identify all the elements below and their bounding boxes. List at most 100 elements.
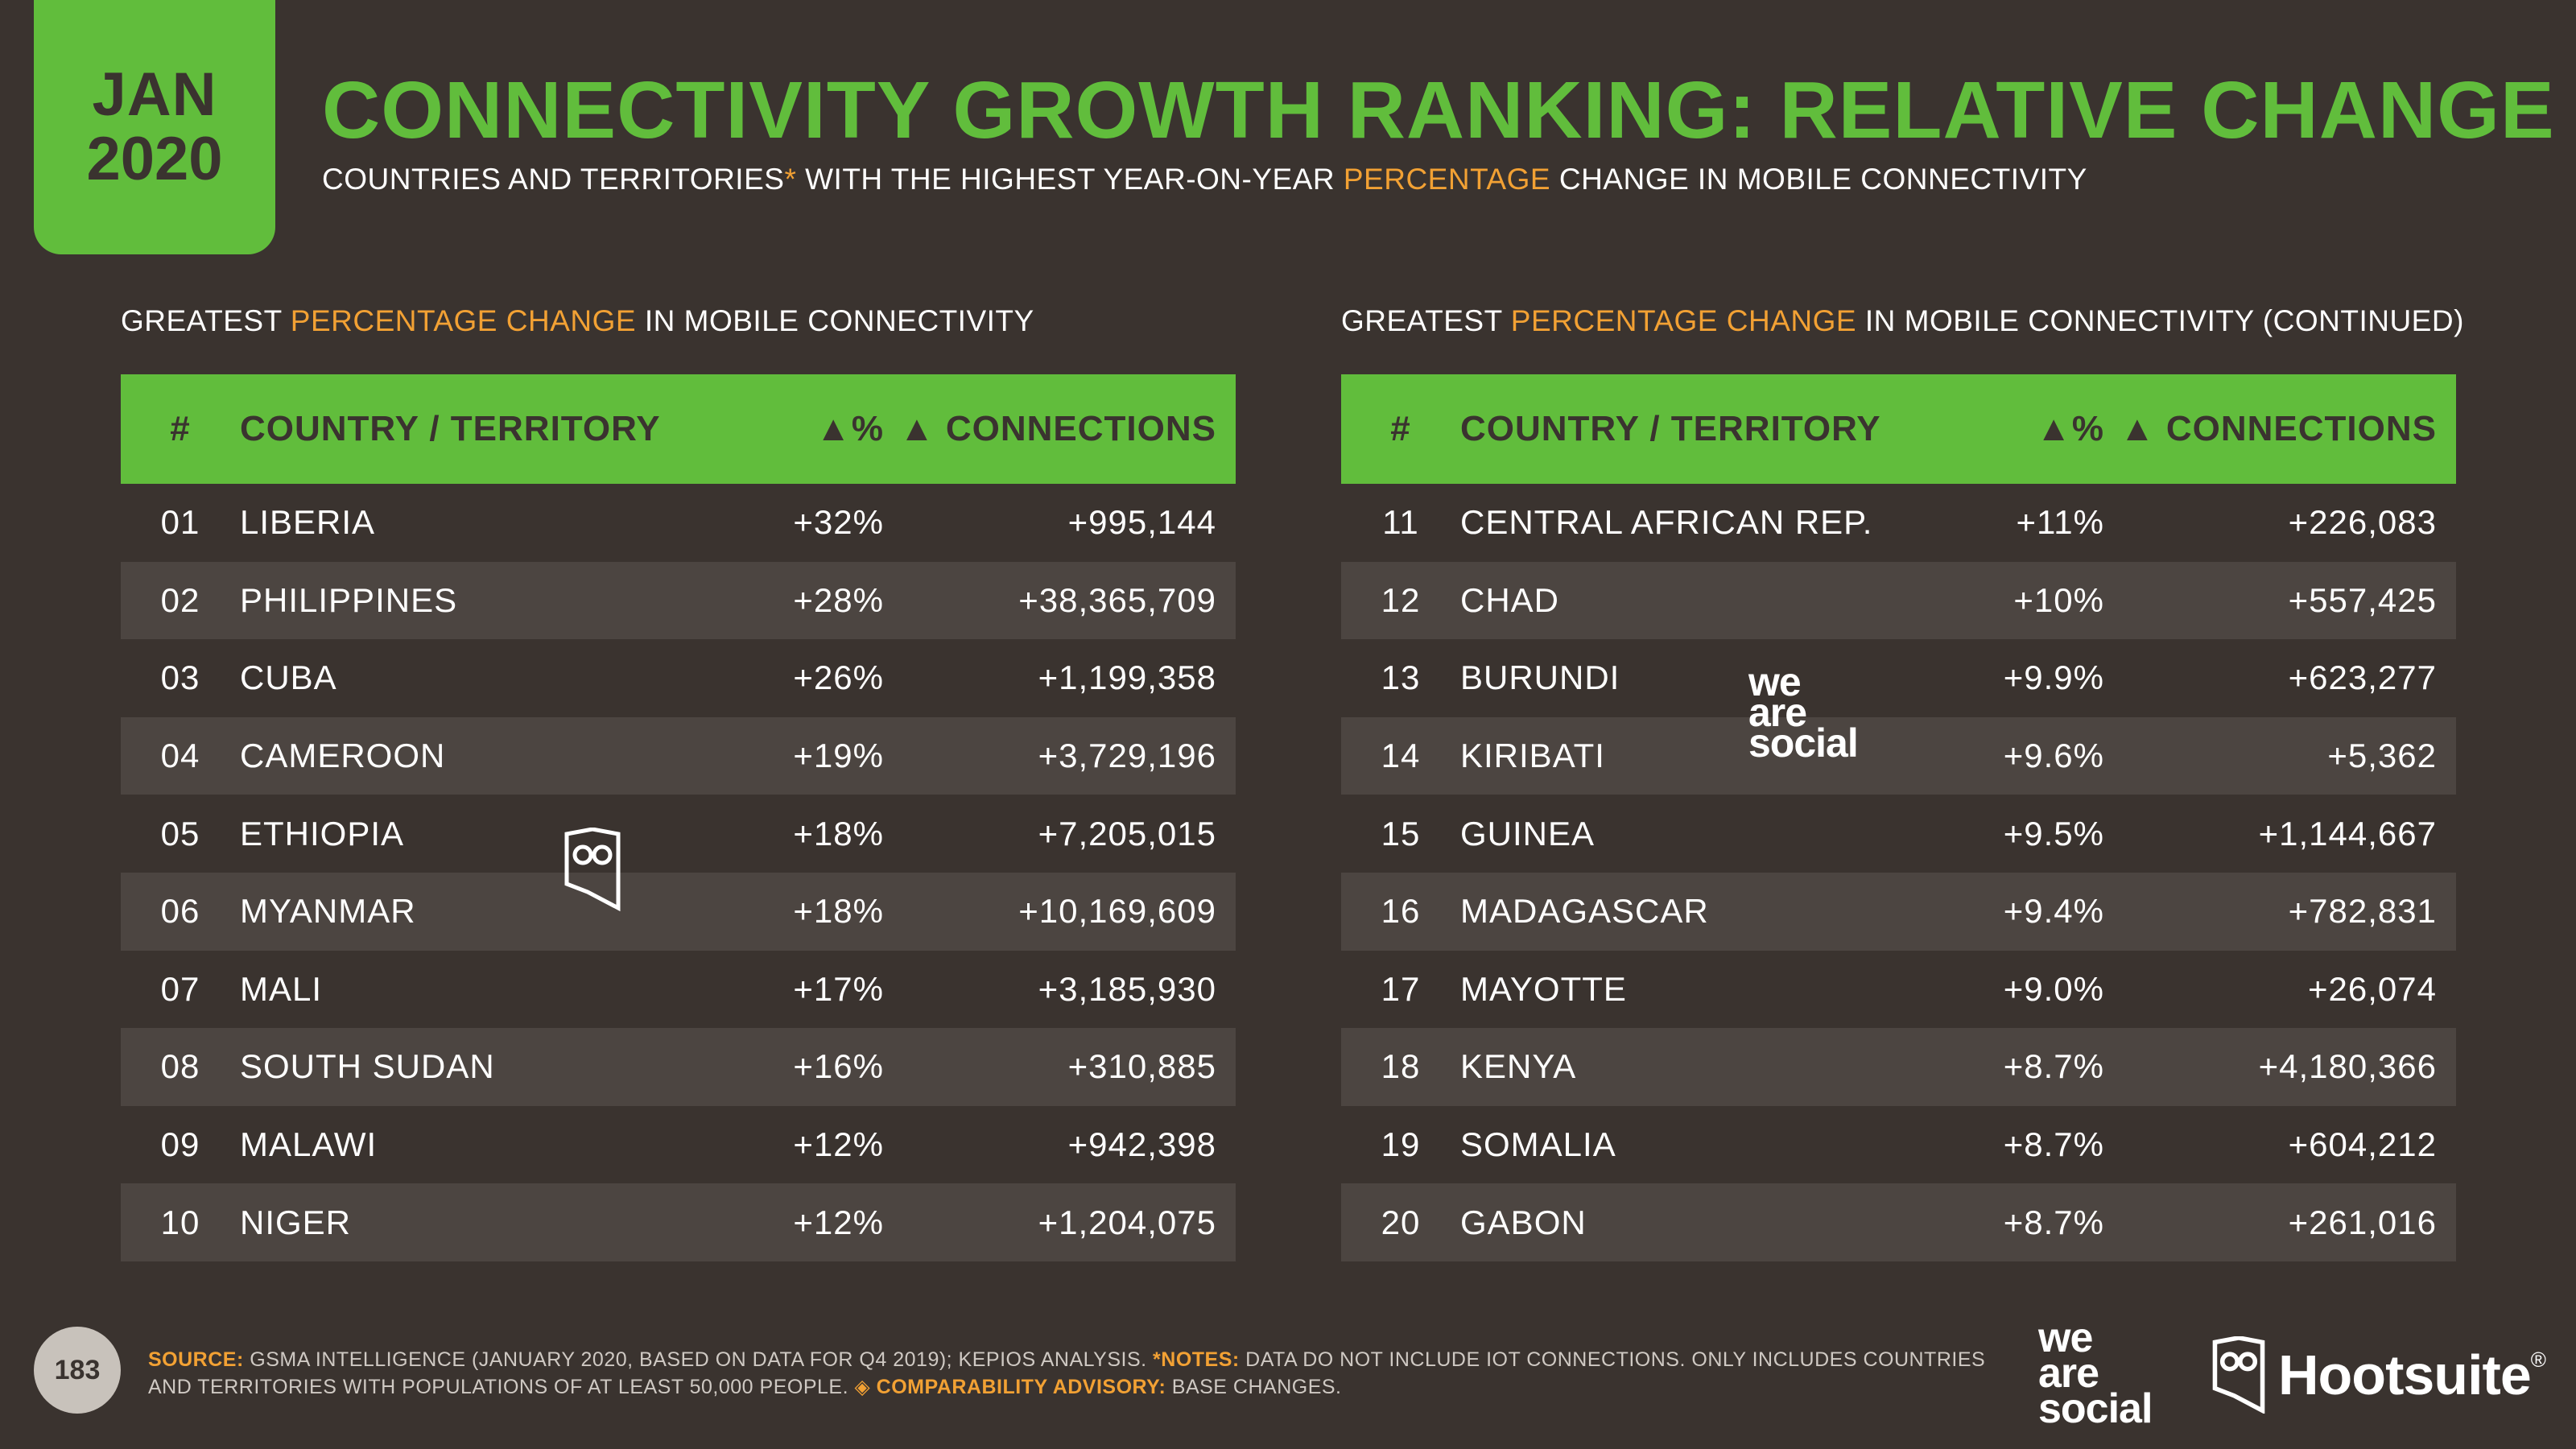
row-pct: +9.0% bbox=[2003, 969, 2104, 1008]
page-subtitle: COUNTRIES AND TERRITORIES* WITH THE HIGH… bbox=[322, 163, 2087, 196]
owl-watermark-icon bbox=[564, 827, 621, 915]
row-pct: +9.5% bbox=[2003, 814, 2104, 852]
row-num: 07 bbox=[160, 969, 200, 1008]
row-num: 19 bbox=[1381, 1125, 1421, 1164]
row-pct: +12% bbox=[793, 1203, 884, 1241]
row-pct: +9.9% bbox=[2003, 658, 2104, 697]
table-header: # COUNTRY / TERRITORY ▲% ▲ CONNECTIONS bbox=[121, 374, 1236, 484]
source-label: SOURCE: bbox=[148, 1348, 244, 1371]
row-pct: +18% bbox=[793, 814, 884, 852]
row-num: 02 bbox=[160, 580, 200, 619]
subtitle-part2: WITH THE HIGHEST YEAR-ON-YEAR bbox=[796, 163, 1344, 196]
left-label-part1: GREATEST bbox=[121, 304, 291, 337]
table-row: 06 MYANMAR +18% +10,169,609 bbox=[121, 872, 1236, 951]
row-pct: +9.4% bbox=[2003, 892, 2104, 931]
row-connections: +3,729,196 bbox=[1038, 737, 1216, 775]
table-row: 14 KIRIBATI +9.6% +5,362 bbox=[1341, 716, 2456, 795]
col-header-pct: ▲% bbox=[815, 409, 884, 448]
left-label-highlight: PERCENTAGE CHANGE bbox=[290, 304, 637, 337]
row-connections: +7,205,015 bbox=[1038, 814, 1216, 852]
table-row: 04 CAMEROON +19% +3,729,196 bbox=[121, 716, 1236, 795]
row-country: CAMEROON bbox=[240, 737, 446, 775]
row-country: MADAGASCAR bbox=[1460, 892, 1709, 931]
row-num: 03 bbox=[160, 658, 200, 697]
row-pct: +8.7% bbox=[2003, 1047, 2104, 1086]
row-country: CENTRAL AFRICAN REP. bbox=[1460, 503, 1873, 542]
row-pct: +8.7% bbox=[2003, 1203, 2104, 1241]
row-num: 16 bbox=[1381, 892, 1421, 931]
row-connections: +995,144 bbox=[1067, 503, 1216, 542]
row-connections: +4,180,366 bbox=[2258, 1047, 2437, 1086]
row-country: SOMALIA bbox=[1460, 1125, 1616, 1164]
footer-notes: SOURCE: GSMA INTELLIGENCE (JANUARY 2020,… bbox=[148, 1346, 2000, 1401]
col-header-num: # bbox=[170, 409, 191, 448]
advisory-text: BASE CHANGES. bbox=[1166, 1376, 1342, 1398]
row-connections: +26,074 bbox=[2308, 969, 2437, 1008]
table-row: 13 BURUNDI +9.9% +623,277 bbox=[1341, 639, 2456, 717]
logo-was-line3: social bbox=[2038, 1385, 2153, 1432]
row-connections: +1,199,358 bbox=[1038, 658, 1216, 697]
table-row: 20 GABON +8.7% +261,016 bbox=[1341, 1183, 2456, 1261]
row-connections: +604,212 bbox=[2288, 1125, 2437, 1164]
row-connections: +1,204,075 bbox=[1038, 1203, 1216, 1241]
row-pct: +26% bbox=[793, 658, 884, 697]
table-row: 18 KENYA +8.7% +4,180,366 bbox=[1341, 1028, 2456, 1106]
row-num: 18 bbox=[1381, 1047, 1421, 1086]
date-year: 2020 bbox=[86, 125, 223, 193]
subtitle-part3: CHANGE IN MOBILE CONNECTIVITY bbox=[1550, 163, 2087, 196]
row-connections: +5,362 bbox=[2327, 737, 2437, 775]
subtitle-asterisk: * bbox=[784, 163, 797, 196]
row-connections: +782,831 bbox=[2288, 892, 2437, 931]
row-country: CHAD bbox=[1460, 580, 1560, 619]
row-country: MALI bbox=[240, 969, 323, 1008]
row-num: 11 bbox=[1382, 503, 1419, 542]
watermark-was-line1: we bbox=[1748, 659, 1802, 704]
right-label-part2: IN MOBILE CONNECTIVITY (CONTINUED) bbox=[1856, 304, 2464, 337]
row-connections: +3,185,930 bbox=[1038, 969, 1216, 1008]
col-header-conn: ▲ CONNECTIONS bbox=[2120, 409, 2437, 448]
advisory-label: ◈ COMPARABILITY ADVISORY: bbox=[854, 1376, 1166, 1398]
row-country: MAYOTTE bbox=[1460, 969, 1627, 1008]
logo-was-line1: we bbox=[2038, 1315, 2093, 1361]
row-country: MALAWI bbox=[240, 1125, 378, 1164]
date-badge: JAN 2020 bbox=[34, 0, 275, 254]
row-country: GABON bbox=[1460, 1203, 1587, 1241]
row-num: 08 bbox=[160, 1047, 200, 1086]
row-country: SOUTH SUDAN bbox=[240, 1047, 495, 1086]
subtitle-part1: COUNTRIES AND TERRITORIES bbox=[322, 163, 785, 196]
table-row: 11 CENTRAL AFRICAN REP. +11% +226,083 bbox=[1341, 484, 2456, 562]
row-pct: +28% bbox=[793, 580, 884, 619]
row-pct: +16% bbox=[793, 1047, 884, 1086]
row-num: 09 bbox=[160, 1125, 200, 1164]
hootsuite-registered-mark: ® bbox=[2530, 1348, 2546, 1372]
row-country: KENYA bbox=[1460, 1047, 1577, 1086]
table-row: 03 CUBA +26% +1,199,358 bbox=[121, 639, 1236, 717]
row-country: KIRIBATI bbox=[1460, 737, 1605, 775]
we-are-social-watermark: we are social bbox=[1748, 659, 1859, 766]
watermark-was-line3: social bbox=[1748, 720, 1859, 766]
row-num: 14 bbox=[1381, 737, 1421, 775]
col-header-name: COUNTRY / TERRITORY bbox=[240, 409, 661, 448]
table-row: 10 NIGER +12% +1,204,075 bbox=[121, 1183, 1236, 1261]
table-header: # COUNTRY / TERRITORY ▲% ▲ CONNECTIONS bbox=[1341, 374, 2456, 484]
row-connections: +310,885 bbox=[1067, 1047, 1216, 1086]
row-connections: +623,277 bbox=[2288, 658, 2437, 697]
watermark-was-line2: are bbox=[1748, 690, 1807, 735]
right-ranking-table: # COUNTRY / TERRITORY ▲% ▲ CONNECTIONS 1… bbox=[1341, 374, 2456, 1261]
row-num: 06 bbox=[160, 892, 200, 931]
table-row: 02 PHILIPPINES +28% +38,365,709 bbox=[121, 561, 1236, 640]
col-header-conn: ▲ CONNECTIONS bbox=[899, 409, 1216, 448]
row-country: LIBERIA bbox=[240, 503, 376, 542]
table-row: 01 LIBERIA +32% +995,144 bbox=[121, 484, 1236, 562]
row-country: GUINEA bbox=[1460, 814, 1596, 852]
row-pct: +19% bbox=[793, 737, 884, 775]
row-pct: +18% bbox=[793, 892, 884, 931]
table-row: 19 SOMALIA +8.7% +604,212 bbox=[1341, 1106, 2456, 1184]
left-ranking-table: # COUNTRY / TERRITORY ▲% ▲ CONNECTIONS 0… bbox=[121, 374, 1236, 1261]
table-row: 16 MADAGASCAR +9.4% +782,831 bbox=[1341, 872, 2456, 951]
row-num: 17 bbox=[1381, 969, 1421, 1008]
left-label-part2: IN MOBILE CONNECTIVITY bbox=[636, 304, 1034, 337]
row-country: NIGER bbox=[240, 1203, 352, 1241]
row-num: 10 bbox=[160, 1203, 200, 1241]
we-are-social-logo: we are social bbox=[2038, 1315, 2153, 1432]
